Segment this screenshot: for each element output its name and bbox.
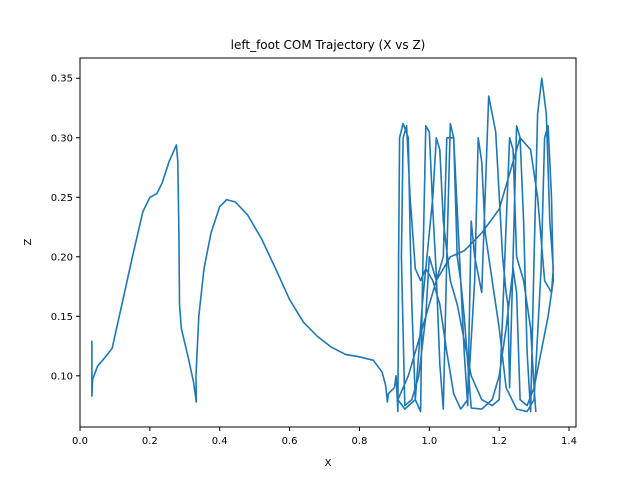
y-tick-label: 0.25 (51, 193, 73, 204)
x-tick-label: 0.4 (212, 436, 228, 447)
y-tick-label: 0.35 (51, 74, 73, 85)
x-axis-label: X (325, 458, 332, 469)
x-tick-label: 0.0 (72, 436, 88, 447)
y-axis-label: Z (23, 238, 34, 245)
x-tick-label: 0.8 (351, 436, 367, 447)
x-tick-label: 0.2 (142, 436, 158, 447)
y-axis-ticks: 0.10 0.15 0.20 0.25 0.30 0.35 (51, 74, 80, 382)
y-tick-label: 0.20 (51, 252, 73, 263)
x-axis-ticks: 0.0 0.2 0.4 0.6 0.8 1.0 1.2 1.4 (72, 427, 577, 447)
chart-title: left_foot COM Trajectory (X vs Z) (231, 38, 426, 52)
y-tick-label: 0.15 (51, 312, 73, 323)
x-tick-label: 1.4 (561, 436, 577, 447)
y-tick-label: 0.10 (51, 371, 73, 382)
plot-frame (79, 57, 577, 428)
x-tick-label: 1.2 (491, 436, 507, 447)
x-tick-label: 1.0 (421, 436, 437, 447)
trajectory-line (91, 77, 555, 413)
x-tick-label: 0.6 (282, 436, 298, 447)
y-tick-label: 0.30 (51, 133, 73, 144)
